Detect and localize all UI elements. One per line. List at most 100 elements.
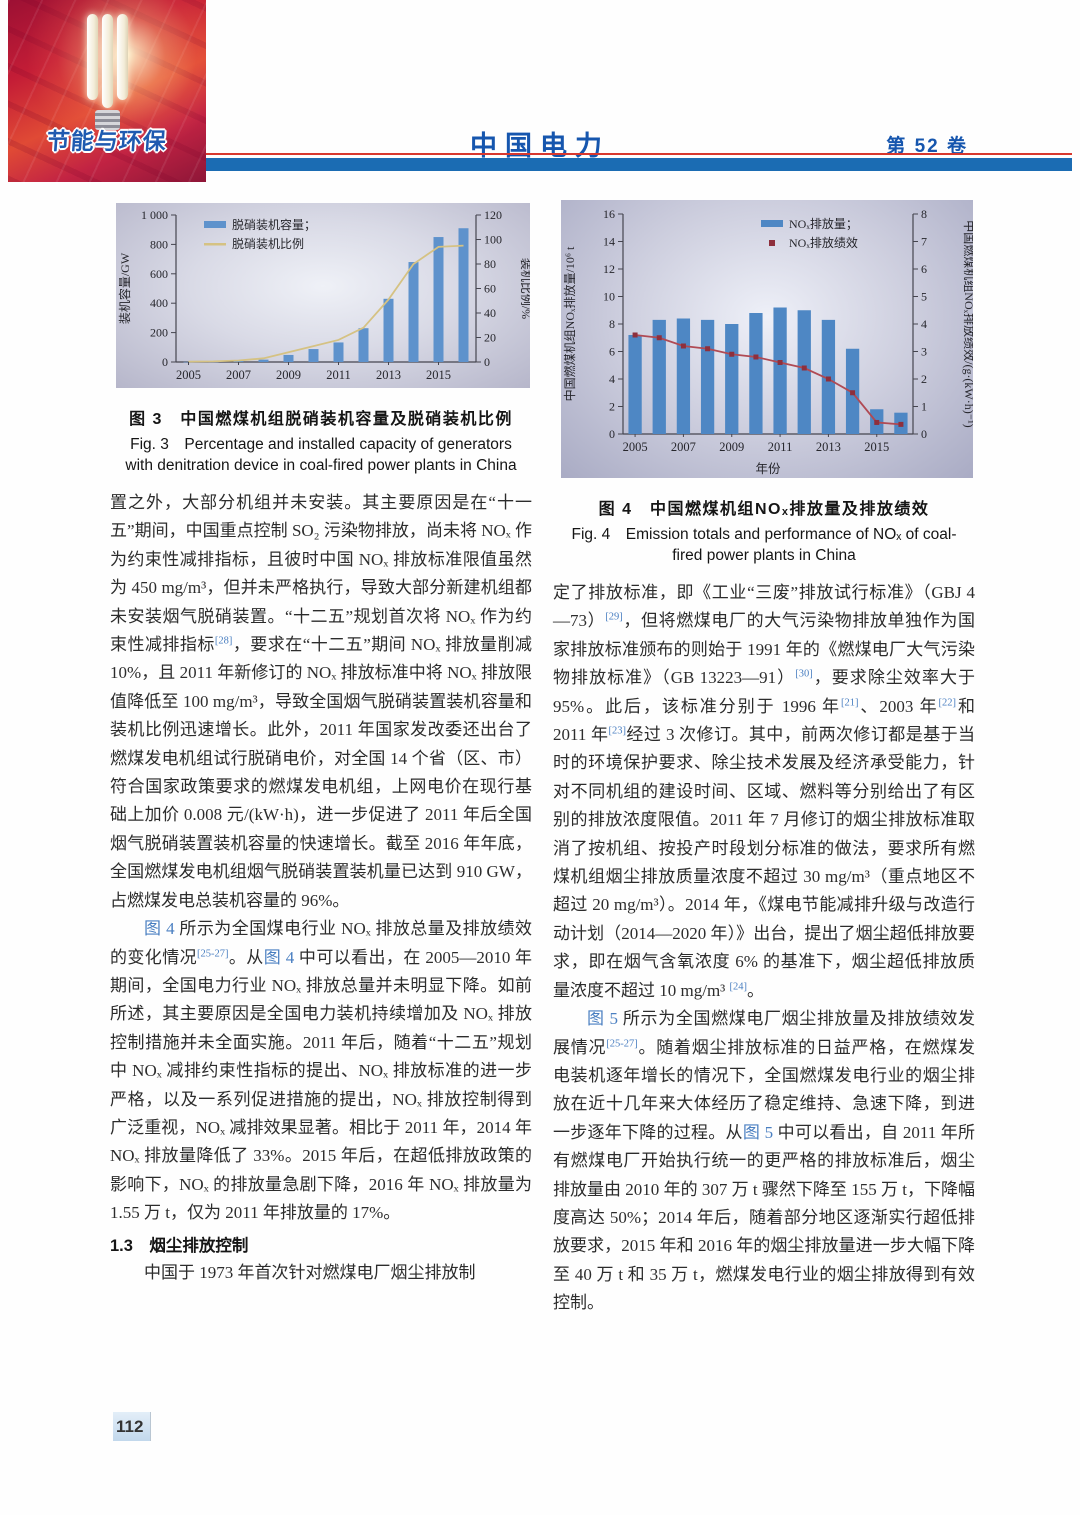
page-number: 112	[113, 1412, 151, 1441]
svg-text:400: 400	[150, 296, 168, 310]
svg-text:2005: 2005	[623, 440, 648, 454]
svg-text:脱硝装机容量；: 脱硝装机容量；	[232, 217, 316, 232]
text-run: 中可以看出，在 2005—2010 年期间，全国电力行业 NOₓ 排放总量并未明…	[110, 947, 533, 1223]
bulb-tube	[117, 14, 128, 100]
figure3-caption-en-line1: Fig. 3 Percentage and installed capacity…	[130, 436, 512, 453]
text-run: 所示为全国煤电行业 NOₓ 排放总量及排放绩效的变化情况	[110, 919, 533, 967]
svg-text:2013: 2013	[376, 368, 401, 382]
text-run: 所示为全国燃煤电厂烟尘排放量及排放绩效发展情况	[553, 1009, 976, 1057]
svg-text:12: 12	[603, 262, 615, 276]
svg-text:5: 5	[921, 290, 927, 304]
citation-reference: [25-27]	[197, 947, 229, 959]
svg-text:8: 8	[609, 317, 615, 331]
text-run: 定了排放标准，即《工业“三废”排放试行标准》（GBJ 4—73）	[553, 583, 975, 631]
svg-text:0: 0	[484, 355, 490, 369]
svg-text:2015: 2015	[426, 368, 451, 382]
left-column: 0 200 400 600 800 1 000 0 20 40 60 80 100 120 2005 200…	[110, 203, 533, 1287]
svg-text:NOₓ排放绩效: NOₓ排放绩效	[789, 235, 858, 250]
svg-text:2009: 2009	[719, 440, 744, 454]
citation-reference: [25-27]	[606, 1037, 638, 1049]
svg-text:100: 100	[484, 233, 502, 247]
figure3-caption-en: Fig. 3 Percentage and installed capacity…	[110, 434, 532, 476]
svg-text:800: 800	[150, 237, 168, 251]
figure3-caption-zh: 图 3 中国燃煤机组脱硝装机容量及脱硝装机比例	[129, 411, 513, 428]
svg-text:14: 14	[603, 235, 615, 249]
svg-text:1: 1	[921, 400, 927, 414]
svg-text:装机容量/GW: 装机容量/GW	[117, 252, 132, 324]
svg-text:装机比例/%: 装机比例/%	[519, 258, 530, 319]
svg-text:6: 6	[921, 262, 927, 276]
figure4-caption-zh: 图 4 中国燃煤机组NOₓ排放量及排放绩效	[598, 501, 930, 518]
svg-text:2015: 2015	[864, 440, 889, 454]
paragraph: 置之外，大部分机组并未安装。其主要原因是在“十一五”期间，中国重点控制 SO₂ …	[110, 489, 532, 915]
svg-text:16: 16	[603, 207, 615, 221]
paragraph: 定了排放标准，即《工业“三废”排放试行标准》（GBJ 4—73）[29]，但将燃…	[553, 579, 975, 1005]
chart-svg: 0 200 400 600 800 1 000 0 20 40 60 80 100 120 2005 200…	[117, 208, 533, 382]
volume-label: 第 52 卷	[886, 136, 968, 157]
svg-text:2: 2	[921, 372, 927, 386]
svg-text:4: 4	[921, 317, 927, 331]
text-run: ，要求除尘效率大于 95%。此后，该标准分别于 1996 年	[553, 668, 975, 716]
svg-text:600: 600	[150, 267, 168, 281]
figure-reference: 图 5	[587, 1009, 619, 1029]
svg-text:200: 200	[150, 326, 168, 340]
right-column-text: 定了排放标准，即《工业“三废”排放试行标准》（GBJ 4—73）[29]，但将燃…	[553, 579, 975, 1318]
figure-reference: 图 4	[263, 947, 295, 967]
citation-reference: [29]	[605, 611, 623, 623]
journal-cover-image: 节能与环保	[8, 0, 206, 182]
header-red-rule	[206, 153, 1072, 155]
svg-text:脱硝装机比例: 脱硝装机比例	[232, 236, 304, 251]
svg-text:2007: 2007	[671, 440, 696, 454]
figure3-chart: 0 200 400 600 800 1 000 0 20 40 60 80 100 120 2005 200…	[116, 203, 533, 388]
lightbulb-icon	[87, 14, 128, 134]
figure-reference: 图 5	[742, 1122, 774, 1142]
svg-text:60: 60	[484, 282, 496, 296]
citation-reference: [22]	[938, 696, 957, 708]
bulb-base	[95, 110, 120, 130]
svg-text:8: 8	[921, 207, 927, 221]
svg-text:2011: 2011	[768, 440, 793, 454]
svg-text:6: 6	[609, 345, 615, 359]
svg-text:7: 7	[921, 235, 927, 249]
text-run: 中国于 1973 年首次针对燃煤电厂烟尘排放制	[144, 1262, 476, 1282]
svg-text:0: 0	[609, 427, 615, 441]
svg-text:20: 20	[484, 331, 496, 345]
svg-text:2011: 2011	[326, 368, 351, 382]
header-blue-rule	[206, 158, 1072, 171]
svg-text:2009: 2009	[276, 368, 301, 382]
right-column: 0 2 4 6 8 10 12 14 16 0 1 2 3 4 5 6 7 8 2005 2007 2009 2011 20…	[553, 200, 977, 1318]
svg-text:40: 40	[484, 306, 496, 320]
svg-text:2005: 2005	[176, 368, 201, 382]
text-run: 中可以看出，自 2011 年所有燃煤电厂开始执行统一的更严格的排放标准后，烟尘排…	[553, 1122, 976, 1313]
svg-text:80: 80	[484, 257, 496, 271]
svg-text:2: 2	[609, 400, 615, 414]
bulb-tube	[87, 14, 98, 100]
svg-text:年份: 年份	[755, 462, 781, 476]
text-run: 。从	[228, 947, 264, 967]
text-run: 、2003 年	[858, 696, 939, 716]
svg-text:10: 10	[603, 290, 615, 304]
citation-reference: [28]	[214, 635, 233, 647]
figure4-caption-en-line1: Fig. 4 Emission totals and performance o…	[571, 526, 957, 543]
figure-reference: 图 4	[144, 919, 175, 939]
text-run: ，但将燃煤电厂的大气污染物排放单独作为国家排放标准颁布的则始于 1991 年的《…	[553, 611, 976, 688]
svg-text:中国燃煤机组NOₓ排放量/10⁶ t: 中国燃煤机组NOₓ排放量/10⁶ t	[562, 246, 577, 401]
text-run: 。随着烟尘排放标准的日益严格，在燃煤发电装机逐年增长的情况下，全国燃煤发电行业的…	[553, 1037, 975, 1142]
svg-text:中国燃煤机组NOₓ排放绩效/(g·(kW·h)⁻¹): 中国燃煤机组NOₓ排放绩效/(g·(kW·h)⁻¹)	[962, 220, 973, 427]
svg-text:3: 3	[921, 345, 927, 359]
svg-text:4: 4	[609, 372, 615, 386]
svg-text:0: 0	[921, 427, 927, 441]
figure3-caption-en-line2: with denitration device in coal-fired po…	[125, 457, 517, 474]
figure4-caption-en-line2: fired power plants in China	[672, 547, 856, 564]
left-column-text: 置之外，大部分机组并未安装。其主要原因是在“十一五”期间，中国重点控制 SO₂ …	[110, 489, 532, 1287]
paragraph: 图 4 所示为全国煤电行业 NOₓ 排放总量及排放绩效的变化情况[25-27]。…	[110, 915, 532, 1227]
svg-text:2013: 2013	[816, 440, 841, 454]
svg-text:0: 0	[162, 355, 168, 369]
figure4-chart: 0 2 4 6 8 10 12 14 16 0 1 2 3 4 5 6 7 8 2005 2007 2009 2011 20…	[561, 200, 977, 478]
text-run: 和 2011 年	[553, 696, 975, 745]
svg-text:2007: 2007	[226, 368, 251, 382]
paragraph: 中国于 1973 年首次针对燃煤电厂烟尘排放制	[110, 1259, 532, 1287]
svg-text:1 000: 1 000	[141, 208, 168, 222]
